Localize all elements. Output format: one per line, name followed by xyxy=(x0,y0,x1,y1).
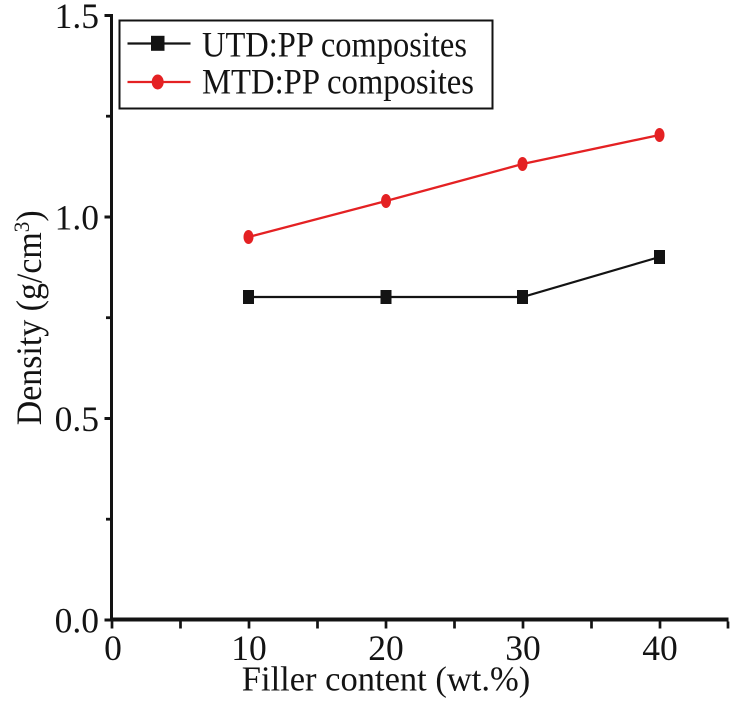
svg-text:UTD:PP composites: UTD:PP composites xyxy=(202,24,467,64)
svg-text:1.5: 1.5 xyxy=(55,0,99,36)
svg-text:Filler content (wt.%): Filler content (wt.%) xyxy=(242,661,530,699)
svg-text:20: 20 xyxy=(368,628,404,668)
svg-text:Density (g/cm3): Density (g/cm3) xyxy=(9,210,49,425)
svg-text:40: 40 xyxy=(642,628,678,668)
svg-text:10: 10 xyxy=(231,628,267,668)
svg-text:1.0: 1.0 xyxy=(55,198,99,238)
svg-text:0.5: 0.5 xyxy=(55,399,99,439)
svg-text:MTD:PP composites: MTD:PP composites xyxy=(202,61,474,101)
svg-text:0.0: 0.0 xyxy=(55,601,99,641)
svg-text:0: 0 xyxy=(104,628,122,668)
svg-text:30: 30 xyxy=(505,628,541,668)
